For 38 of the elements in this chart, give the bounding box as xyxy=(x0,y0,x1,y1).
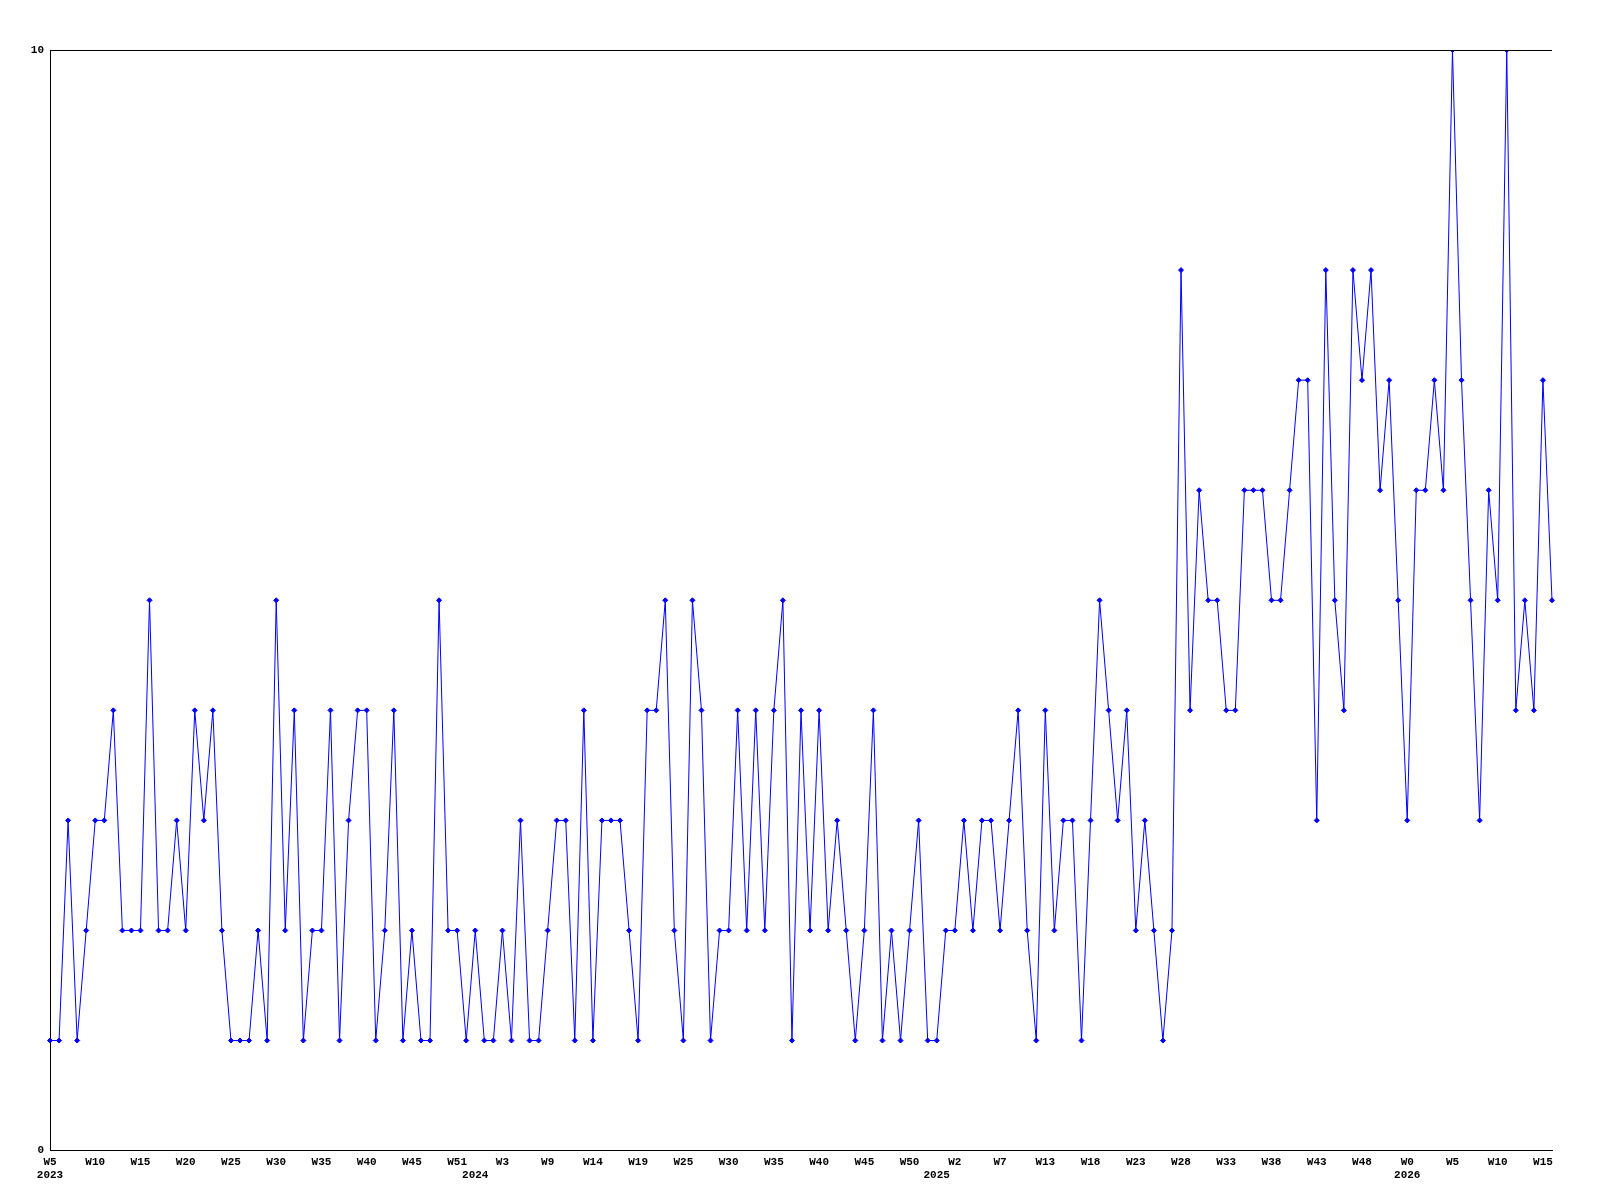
x-tick-label: W3 xyxy=(495,1155,510,1168)
x-tick-label: W40 xyxy=(809,1155,829,1168)
x-tick-label: W40 xyxy=(356,1155,377,1168)
x-tick-label: W30 xyxy=(266,1155,287,1168)
x-tick-label: W28 xyxy=(1171,1155,1192,1168)
x-tick-label: W45 xyxy=(402,1155,423,1168)
x-tick-label: W5 xyxy=(1445,1155,1460,1168)
x-tick-label: W5 2023 xyxy=(36,1155,64,1182)
x-tick-label: W23 xyxy=(1125,1155,1147,1168)
y-tick-label: 0 xyxy=(37,1144,44,1157)
x-tick-label: W38 xyxy=(1261,1155,1282,1168)
x-tick-label: W13 xyxy=(1035,1155,1056,1168)
x-tick-label: W10 xyxy=(85,1155,106,1168)
x-tick-label: W50 xyxy=(899,1155,920,1168)
x-tick-label: W48 xyxy=(1352,1155,1373,1168)
x-tick-label: W7 xyxy=(993,1155,1007,1168)
x-tick-label: W2 xyxy=(948,1155,962,1168)
x-tick-label: W45 xyxy=(854,1155,875,1168)
x-tick-label: W25 xyxy=(673,1155,694,1168)
x-tick-label: W20 xyxy=(175,1155,196,1168)
x-tick-label: 2025 xyxy=(923,1169,951,1182)
x-tick-label: W0 2026 xyxy=(1394,1155,1421,1182)
x-tick-label: 2024 xyxy=(462,1169,489,1182)
x-tick-label: W14 xyxy=(582,1155,604,1168)
x-tick-label: W30 xyxy=(718,1155,739,1168)
x-tick-label: W35 xyxy=(311,1155,332,1168)
x-tick-label: W33 xyxy=(1216,1155,1237,1168)
x-tick-label: W25 xyxy=(221,1155,242,1168)
y-tick-label: 10 xyxy=(30,43,44,56)
x-tick-label: W18 xyxy=(1080,1155,1101,1168)
x-tick-label: W43 xyxy=(1306,1155,1328,1168)
x-tick-label: W15 xyxy=(1533,1155,1554,1168)
x-tick-label: W51 xyxy=(447,1155,468,1168)
x-tick-label: W10 xyxy=(1487,1155,1508,1168)
x-tick-label: W35 xyxy=(763,1155,785,1168)
x-tick-label: W19 xyxy=(628,1155,649,1168)
x-tick-label: W15 xyxy=(130,1155,151,1168)
x-tick-label: W9 xyxy=(541,1155,555,1168)
